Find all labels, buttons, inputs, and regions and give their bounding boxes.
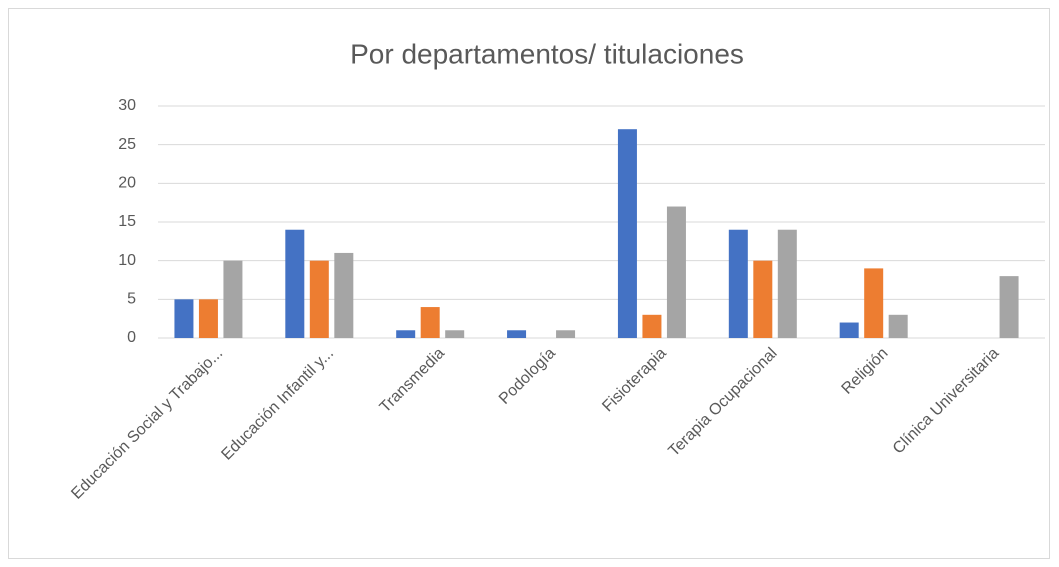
bar	[556, 330, 576, 338]
bar	[728, 229, 748, 338]
bar	[223, 260, 243, 338]
bar	[285, 229, 305, 338]
bar	[309, 260, 329, 338]
bar	[198, 299, 218, 338]
bar	[642, 314, 662, 338]
y-tick-label: 30	[118, 97, 136, 114]
y-tick-label: 20	[118, 175, 136, 192]
bar	[864, 268, 884, 338]
bar	[888, 314, 908, 338]
bar	[753, 260, 773, 338]
chart-border	[8, 8, 1050, 559]
bar	[334, 252, 354, 338]
bar	[174, 299, 194, 338]
bar	[839, 322, 859, 338]
y-tick-label: 0	[127, 329, 136, 346]
y-tick-label: 15	[118, 213, 136, 230]
chart-title: Por departamentos/ titulaciones	[350, 38, 744, 69]
bar	[445, 330, 465, 338]
bar	[999, 276, 1019, 338]
bar	[507, 330, 527, 338]
y-tick-label: 25	[118, 136, 136, 153]
bar	[420, 307, 440, 338]
bar	[666, 206, 686, 338]
bar	[396, 330, 416, 338]
y-tick-label: 10	[118, 252, 136, 269]
bar	[777, 229, 797, 338]
bar	[617, 129, 637, 338]
y-tick-label: 5	[127, 291, 136, 308]
